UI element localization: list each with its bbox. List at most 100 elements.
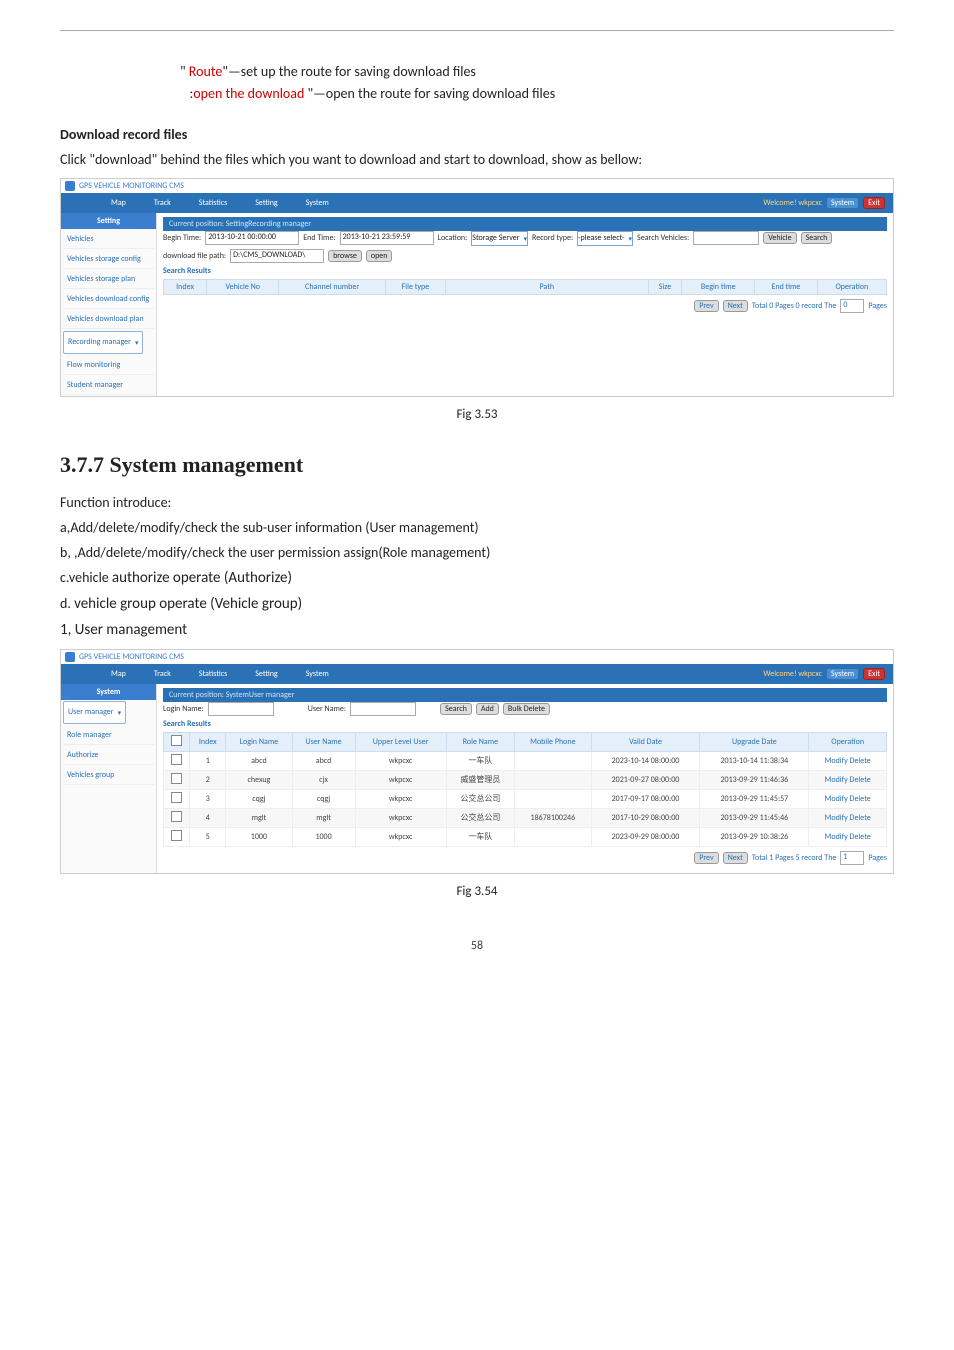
ss1-nav-system[interactable]: System xyxy=(306,198,329,208)
ss2-th-index: Index xyxy=(190,732,226,751)
row-checkbox[interactable] xyxy=(171,811,182,822)
ss1-rec-val: -please select- xyxy=(578,233,624,243)
ss2-pager-text: Total 1 Pages 5 record The xyxy=(752,853,837,863)
ss2-nav-statistics[interactable]: Statistics xyxy=(199,669,227,679)
ss1-pager: Prev Next Total 0 Pages 0 record The 0 P… xyxy=(163,295,887,317)
ss1-side-storage-config[interactable]: Vehicles storage config xyxy=(63,250,154,269)
ss2-search-button[interactable]: Search xyxy=(440,703,472,715)
ss1-side-recording-manager[interactable]: Recording manager xyxy=(63,331,143,354)
ss1-next-button[interactable]: Next xyxy=(723,300,748,312)
ss1-begin-input[interactable]: 2013-10-21 00:00:00 xyxy=(205,231,299,245)
ss1-side-storage-plan[interactable]: Vehicles storage plan xyxy=(63,270,154,289)
cell-operation: Modify Delete xyxy=(809,770,887,789)
ss1-sv-input[interactable] xyxy=(693,231,759,245)
cell-phone: 18678100246 xyxy=(515,808,591,827)
modify-link[interactable]: Modify xyxy=(825,775,848,785)
ss1-prev-button[interactable]: Prev xyxy=(694,300,718,312)
ss1-th-file-type: File type xyxy=(385,279,445,294)
ss1-loc-select[interactable]: Storage Server xyxy=(471,231,528,246)
top-rule xyxy=(60,30,894,31)
row-checkbox[interactable] xyxy=(171,830,182,841)
modify-link[interactable]: Modify xyxy=(825,832,848,842)
ss2-user-input[interactable] xyxy=(350,702,416,716)
cell-phone xyxy=(515,827,591,846)
ss1-side-flow-monitoring[interactable]: Flow monitoring xyxy=(63,356,154,375)
ss1-dl-label: download file path: xyxy=(163,251,226,261)
func-d-big: vehicle group operate (Vehicle group) xyxy=(74,595,302,613)
ss2-prev-button[interactable]: Prev xyxy=(694,852,718,864)
ss1-browse-button[interactable]: browse xyxy=(328,250,362,262)
ss1-logo-icon xyxy=(65,181,75,191)
ss2-side-vehicles-group[interactable]: Vehicles group xyxy=(63,766,154,785)
ss2-navbar: Map Track Statistics Setting System Welc… xyxy=(61,664,893,684)
ss1-open-button[interactable]: open xyxy=(366,250,393,262)
cell-role: 一车队 xyxy=(446,827,514,846)
ss2-nav-map[interactable]: Map xyxy=(111,669,126,679)
ss1-begin-label: Begin Time: xyxy=(163,233,201,243)
cell-index: 4 xyxy=(190,808,226,827)
ss1-search-button[interactable]: Search xyxy=(801,232,833,244)
delete-link[interactable]: Delete xyxy=(850,775,871,785)
ss2-exit-button[interactable]: Exit xyxy=(863,668,885,680)
delete-link[interactable]: Delete xyxy=(850,756,871,766)
ss1-pager-input[interactable]: 0 xyxy=(840,299,864,313)
ss2-side-role-manager[interactable]: Role manager xyxy=(63,726,154,745)
ss1-system-button[interactable]: System xyxy=(826,197,859,209)
ss2-next-button[interactable]: Next xyxy=(723,852,748,864)
ss2-nav-setting[interactable]: Setting xyxy=(255,669,277,679)
row-checkbox[interactable] xyxy=(171,792,182,803)
ss2-add-button[interactable]: Add xyxy=(476,703,499,715)
ss1-breadcrumb: Current position: SettingRecording manag… xyxy=(163,217,887,231)
cell-index: 5 xyxy=(190,827,226,846)
ss1-end-input[interactable]: 2013-10-21 23:59:59 xyxy=(340,231,434,245)
ss1-side-download-config[interactable]: Vehicles download config xyxy=(63,290,154,309)
delete-link[interactable]: Delete xyxy=(850,794,871,804)
func-d-pre: d. xyxy=(60,595,74,612)
row-checkbox[interactable] xyxy=(171,773,182,784)
ss2-login-label: Login Name: xyxy=(163,704,204,714)
ss2-table-header-row: Index Login Name User Name Upper Level U… xyxy=(164,732,887,751)
cell-upgrade: 2013-09-29 11:45:46 xyxy=(700,808,809,827)
ss2-system-button[interactable]: System xyxy=(826,668,859,680)
ss2-side-authorize[interactable]: Authorize xyxy=(63,746,154,765)
ss1-rec-select[interactable]: -please select- xyxy=(577,231,633,246)
ss2-th-operation: Operation xyxy=(809,732,887,751)
ss2-side-user-manager[interactable]: User manager xyxy=(63,701,126,724)
ss2-login-input[interactable] xyxy=(208,702,274,716)
ss1-vehicle-button[interactable]: Vehicle xyxy=(763,232,796,244)
cell-phone xyxy=(515,751,591,770)
cell-role: 一车队 xyxy=(446,751,514,770)
delete-link[interactable]: Delete xyxy=(850,832,871,842)
ss2-nav-track[interactable]: Track xyxy=(154,669,171,679)
delete-link[interactable]: Delete xyxy=(850,813,871,823)
func-c-big: authorize operate (Authorize) xyxy=(112,569,292,587)
ss1-side-student-manager[interactable]: Student manager xyxy=(63,376,154,395)
modify-link[interactable]: Modify xyxy=(825,756,848,766)
cell-upgrade: 2013-09-29 11:45:57 xyxy=(700,789,809,808)
ss2-pager-suffix: Pages xyxy=(868,853,887,863)
cell-user: cjx xyxy=(292,770,355,789)
ss1-navbar: Map Track Statistics Setting System Welc… xyxy=(61,193,893,213)
ss1-side-download-plan[interactable]: Vehicles download plan xyxy=(63,310,154,329)
intro-l1-red: Route xyxy=(189,63,223,80)
ss1-nav-map[interactable]: Map xyxy=(111,198,126,208)
ss2-main: Current position: SystemUser manager Log… xyxy=(157,684,893,873)
ss2-bulk-delete-button[interactable]: Bulk Delete xyxy=(503,703,550,715)
ss1-body: Setting Vehicles Vehicles storage config… xyxy=(61,213,893,396)
ss2-pager-input[interactable]: 1 xyxy=(840,851,864,865)
ss2-th-login: Login Name xyxy=(226,732,292,751)
cell-user: cqgj xyxy=(292,789,355,808)
ss1-exit-button[interactable]: Exit xyxy=(863,197,885,209)
ss1-dl-input[interactable]: D:\CMS_DOWNLOAD\ xyxy=(230,249,324,263)
ss2-select-all-checkbox[interactable] xyxy=(171,735,182,746)
row-checkbox[interactable] xyxy=(171,754,182,765)
func-a: a,Add/delete/modify/check the sub-user i… xyxy=(60,519,894,536)
cell-upper: wkpcxc xyxy=(355,827,446,846)
ss2-nav-system[interactable]: System xyxy=(306,669,329,679)
ss1-nav-statistics[interactable]: Statistics xyxy=(199,198,227,208)
modify-link[interactable]: Modify xyxy=(825,813,848,823)
modify-link[interactable]: Modify xyxy=(825,794,848,804)
ss1-nav-setting[interactable]: Setting xyxy=(255,198,277,208)
ss1-side-vehicles[interactable]: Vehicles xyxy=(63,230,154,249)
ss1-nav-track[interactable]: Track xyxy=(154,198,171,208)
